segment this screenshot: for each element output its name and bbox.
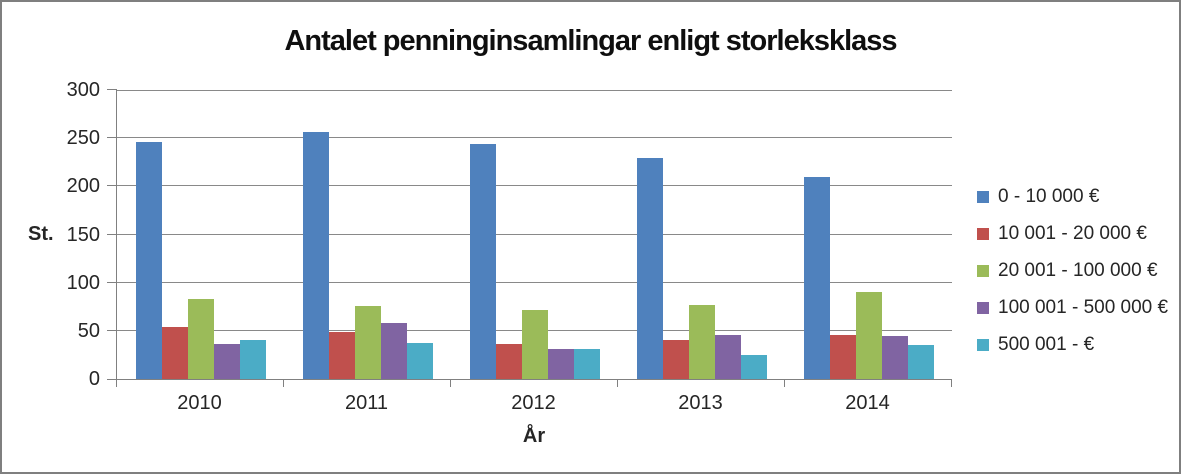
gridline [117,233,952,235]
bar [573,349,600,379]
x-axis-tick [784,379,785,387]
y-tick-label: 200 [66,175,100,198]
bar [135,142,162,379]
y-axis-tick [107,185,117,187]
y-tick-label: 50 [77,319,100,342]
y-tick-label: 0 [88,368,100,390]
bar [881,335,908,379]
legend-swatch-icon [977,227,989,240]
x-category-label: 2011 [344,392,388,414]
bar [740,354,767,379]
legend-entry: 0 - 10 000 € [977,185,1168,208]
y-tick-label: 100 [66,271,100,294]
legend-swatch-icon [977,338,989,351]
x-category-label: 2013 [678,392,723,414]
y-axis-tick [107,329,117,331]
bar [547,349,574,379]
bar [239,339,266,379]
bar [302,132,329,379]
bar [907,345,934,379]
y-axis-title: St. [28,223,54,245]
bar [469,143,496,379]
y-tick-label: 150 [66,223,100,246]
x-axis-tick [617,379,618,387]
x-axis-tick [116,379,117,387]
gridline [117,281,952,283]
y-tick-label: 250 [66,127,100,150]
bar [855,292,882,379]
x-axis-tick [283,379,284,387]
legend: 0 - 10 000 € 10 001 - 20 000 € 20 001 - 10… [977,185,1168,370]
y-tick-label: 300 [66,79,100,101]
gridline [117,185,952,187]
x-category-label: 2014 [845,392,890,414]
gridline [117,137,952,139]
y-axis-tick [107,137,117,139]
bar [213,344,240,379]
legend-swatch-icon [977,264,989,277]
legend-entry: 20 001 - 100 000 € [977,259,1168,282]
gridline [117,90,952,91]
bar [328,331,355,379]
x-axis-title: År [522,425,546,447]
bar [636,158,663,379]
legend-label: 0 - 10 000 € [998,185,1100,207]
bar [187,299,214,379]
legend-label: 100 001 - 500 000 € [998,296,1169,318]
bar [521,309,548,379]
x-axis-tick [450,379,451,387]
bar [406,343,433,379]
bar [829,334,856,379]
legend-swatch-icon [977,190,989,203]
bar [161,326,188,379]
x-category-label: 2010 [177,392,222,414]
legend-label: 10 001 - 20 000 € [998,222,1147,244]
bar [714,334,741,379]
y-axis-tick [107,379,117,380]
legend-label: 500 001 - € [998,333,1095,355]
y-axis-tick [107,89,117,90]
y-axis-tick [107,233,117,235]
bar [354,305,381,379]
legend-entry: 10 001 - 20 000 € [977,222,1168,245]
bar [495,344,522,379]
bar [803,176,830,379]
legend-entry: 500 001 - € [977,333,1168,356]
legend-swatch-icon [977,301,989,314]
y-axis-tick [107,281,117,283]
plot-area [107,89,952,387]
x-axis-tick [951,379,952,387]
x-category-label: 2012 [511,392,556,414]
legend-label: 20 001 - 100 000 € [998,259,1158,281]
bar [688,304,715,379]
chart-title: Antalet penninginsamlingar enligt storle… [284,25,897,57]
legend-entry: 100 001 - 500 000 € [977,296,1168,319]
bar [662,340,689,379]
bar [380,323,407,379]
